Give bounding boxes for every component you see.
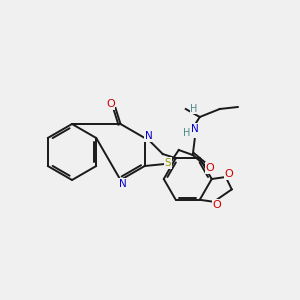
Text: O: O <box>224 169 233 179</box>
Text: O: O <box>206 163 214 173</box>
Text: H: H <box>190 104 197 114</box>
Text: N: N <box>191 124 199 134</box>
Text: N: N <box>118 179 126 189</box>
Text: S: S <box>164 158 171 168</box>
Text: N: N <box>145 131 153 141</box>
Text: O: O <box>212 200 221 210</box>
Text: O: O <box>106 99 115 109</box>
Text: H: H <box>183 128 190 138</box>
